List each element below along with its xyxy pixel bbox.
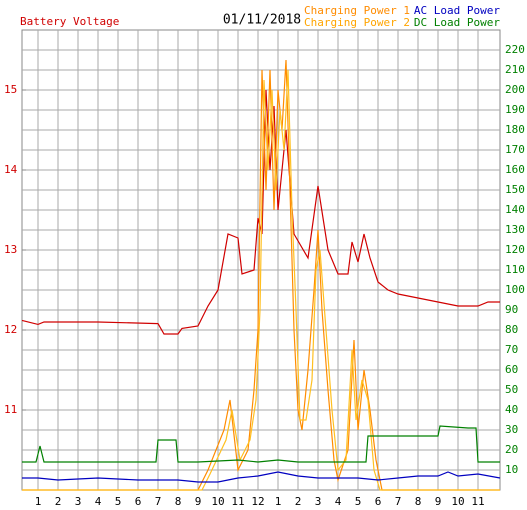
x-tick-label: 8 — [415, 495, 422, 508]
x-tick-label: 7 — [395, 495, 402, 508]
x-tick-label: 2 — [55, 495, 62, 508]
y2-tick-label: 70 — [505, 343, 518, 356]
x-tick-label: 3 — [75, 495, 82, 508]
y2-tick-label: 110 — [505, 263, 525, 276]
y2-tick-label: 40 — [505, 403, 518, 416]
x-tick-label: 4 — [95, 495, 102, 508]
series-line — [21, 89, 500, 335]
legend-entry: Battery Voltage — [20, 15, 119, 28]
chart-title: 01/11/2018 — [223, 13, 301, 28]
y-tick-label: 13 — [4, 243, 17, 256]
x-tick-label: 9 — [195, 495, 202, 508]
y2-tick-label: 130 — [505, 223, 525, 236]
x-tick-label: 2 — [295, 495, 302, 508]
x-tick-label: 11 — [471, 495, 484, 508]
y2-tick-label: 80 — [505, 323, 518, 336]
series-line — [22, 471, 501, 483]
y2-tick-label: 90 — [505, 303, 518, 316]
x-tick-label: 8 — [175, 495, 182, 508]
x-tick-label: 1 — [275, 495, 282, 508]
x-tick-label: 12 — [251, 495, 264, 508]
x-tick-label: 11 — [231, 495, 244, 508]
y2-tick-label: 20 — [505, 443, 518, 456]
legend-entry: DC Load Power — [414, 16, 500, 29]
y2-tick-label: 180 — [505, 123, 525, 136]
y2-tick-label: 190 — [505, 103, 525, 116]
x-tick-label: 9 — [435, 495, 442, 508]
series-line — [22, 425, 500, 463]
y2-tick-label: 170 — [505, 143, 525, 156]
y2-tick-label: 50 — [505, 383, 518, 396]
y2-tick-label: 120 — [505, 243, 525, 256]
y2-tick-label: 160 — [505, 163, 525, 176]
y2-tick-label: 10 — [505, 463, 518, 476]
x-tick-label: 10 — [211, 495, 224, 508]
y2-tick-label: 60 — [505, 363, 518, 376]
x-tick-label: 6 — [135, 495, 142, 508]
x-tick-label: 4 — [335, 495, 342, 508]
y2-tick-label: 100 — [505, 283, 525, 296]
y2-tick-label: 220 — [505, 43, 525, 56]
series-line — [22, 59, 500, 491]
y2-tick-label: 140 — [505, 203, 525, 216]
x-tick-label: 5 — [115, 495, 122, 508]
x-tick-label: 1 — [35, 495, 42, 508]
series-line — [22, 69, 500, 491]
y2-tick-label: 150 — [505, 183, 525, 196]
x-tick-label: 3 — [315, 495, 322, 508]
y-tick-label: 11 — [4, 403, 17, 416]
legend-entry: Charging Power 1 — [304, 4, 410, 17]
legend-entry: AC Load Power — [414, 4, 500, 17]
y-tick-label: 15 — [4, 83, 17, 96]
y2-tick-label: 30 — [505, 423, 518, 436]
x-tick-label: 5 — [355, 495, 362, 508]
legend-entry: Charging Power 2 — [304, 16, 410, 29]
y-tick-label: 12 — [4, 323, 17, 336]
y-tick-label: 14 — [4, 163, 18, 176]
x-tick-label: 10 — [451, 495, 464, 508]
y2-tick-label: 210 — [505, 63, 525, 76]
x-tick-label: 6 — [375, 495, 382, 508]
x-tick-label: 7 — [155, 495, 162, 508]
y2-tick-label: 200 — [505, 83, 525, 96]
